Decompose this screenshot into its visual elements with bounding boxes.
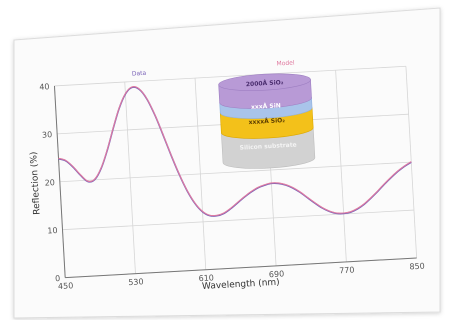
layer-stack-diagram: 2000Å SiO₂ xxxÅ SiN xxxxÅ SiO₂ Silicon subs… — [218, 73, 316, 169]
stack-layer-label-3: Silicon substrate — [240, 142, 297, 152]
y-tick-label-4: 40 — [39, 82, 50, 92]
grid-line-y-2 — [59, 161, 412, 183]
x-axis-title: Wavelength (nm) — [202, 278, 280, 292]
legend-entry-data: Data — [132, 70, 147, 78]
stack-layer-label-2: xxxxÅ SiO₂ — [248, 117, 285, 126]
x-tick-label-1: 530 — [128, 277, 144, 287]
axes — [53, 85, 417, 279]
y-tick-label-0: 0 — [55, 274, 61, 283]
grid-lines — [54, 65, 418, 279]
stack-top-face — [218, 73, 311, 91]
series-line-model — [58, 86, 412, 217]
x-tick-label-2: 610 — [198, 273, 214, 283]
grid-line-y-1 — [62, 209, 414, 231]
x-tick-label-5: 850 — [409, 262, 425, 272]
y-tick-label-3: 30 — [42, 130, 53, 140]
x-tick-labels: 450 530 610 690 770 850 — [58, 262, 425, 291]
grid-line-y-4 — [54, 65, 406, 87]
stack-layer-label-0: 2000Å SiO₂ — [246, 79, 284, 88]
x-axis-line — [65, 257, 417, 279]
x-tick-label-0: 450 — [58, 281, 74, 291]
x-tick-label-4: 770 — [339, 265, 355, 275]
series-lines — [58, 86, 412, 217]
legend-entry-model: Model — [276, 59, 295, 67]
y-tick-labels: 0 10 20 30 40 — [39, 82, 60, 283]
y-tick-label-1: 10 — [47, 226, 58, 236]
stack-layer-label-1: xxxÅ SiN — [251, 102, 281, 111]
y-axis-title: Reflection (%) — [29, 151, 43, 215]
y-tick-label-2: 20 — [44, 178, 55, 188]
y-axis-line — [53, 85, 66, 278]
x-tick-label-3: 690 — [269, 269, 285, 279]
